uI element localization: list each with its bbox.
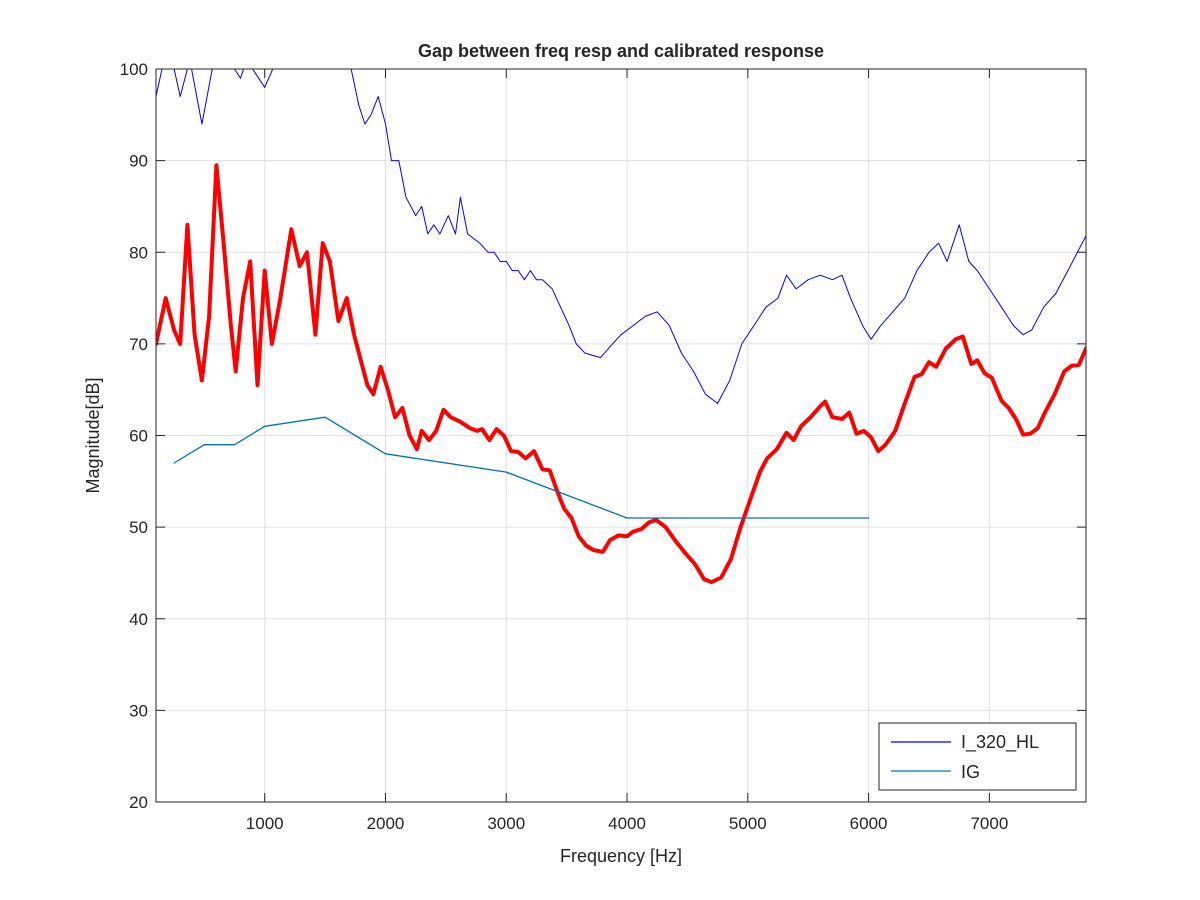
y-tick-label: 90: [129, 152, 148, 171]
series-layer: [156, 69, 1086, 585]
y-axis-label: Magnitude[dB]: [83, 377, 103, 493]
y-tick-label: 30: [129, 701, 148, 720]
x-tick-label: 1000: [246, 814, 284, 833]
series-line-i-320-hl: [156, 69, 1086, 404]
y-tick-label: 20: [129, 793, 148, 812]
x-tick-label: 6000: [850, 814, 888, 833]
x-axis-label: Frequency [Hz]: [560, 846, 682, 866]
x-tick-label: 7000: [970, 814, 1008, 833]
legend-entry-i-320-hl: I_320_HL: [961, 732, 1039, 753]
grid-lines: [156, 69, 1086, 802]
y-tick-label: 80: [129, 243, 148, 262]
y-tick-label: 40: [129, 610, 148, 629]
x-tick-label: 5000: [729, 814, 767, 833]
y-tick-label: 60: [129, 427, 148, 446]
series-line-red: [156, 163, 1086, 585]
legend: I_320_HL IG: [878, 722, 1077, 791]
legend-entry-ig: IG: [961, 762, 980, 782]
y-tick-label: 100: [120, 60, 148, 79]
legend-box: [878, 722, 1077, 791]
x-tick-label: 4000: [608, 814, 646, 833]
axis-ticks: 1000 2000 3000 4000 5000 6000 7000 20 30 40 50 60 70…: [120, 60, 1086, 833]
x-tick-label: 2000: [367, 814, 405, 833]
x-tick-label: 3000: [487, 814, 525, 833]
series-line-ig: [173, 416, 870, 519]
chart-title: Gap between freq resp and calibrated res…: [418, 41, 824, 61]
y-tick-label: 50: [129, 518, 148, 537]
y-tick-label: 70: [129, 335, 148, 354]
